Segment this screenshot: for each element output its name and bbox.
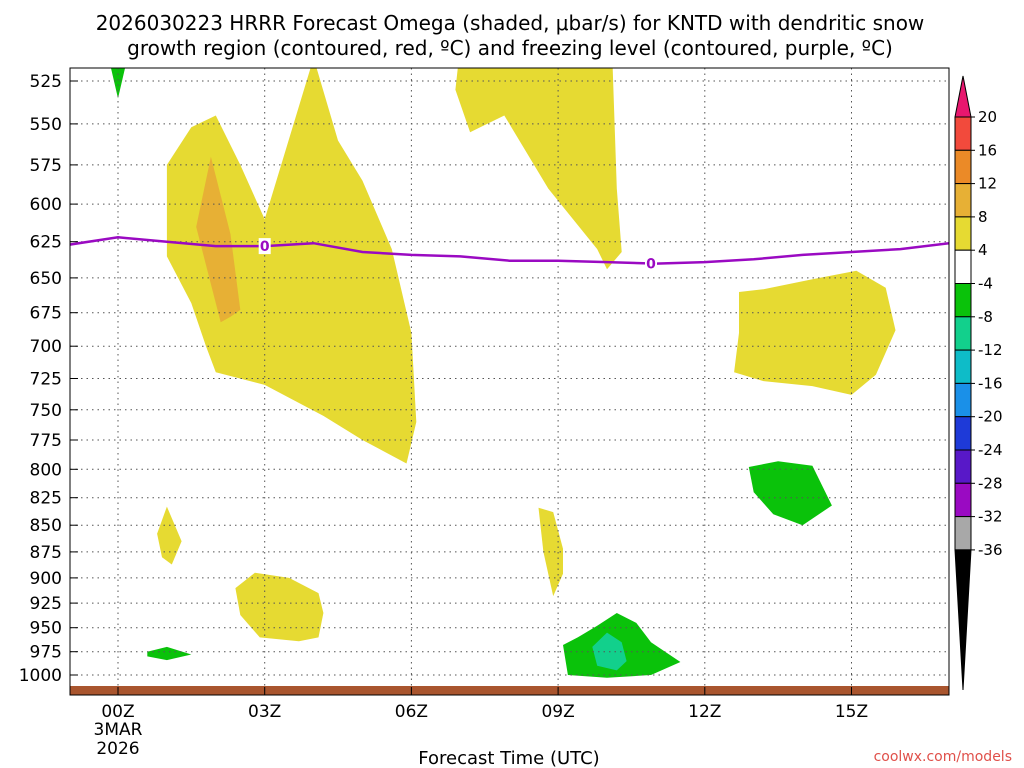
y-tick-label-600: 600 <box>30 195 62 215</box>
x-date-month: 3MAR <box>94 720 143 740</box>
omega-neg-top <box>110 68 126 99</box>
terrain-layer <box>70 686 949 695</box>
colorbar-top-triangle <box>954 75 972 118</box>
y-tick-label-825: 825 <box>30 489 62 509</box>
y-tick-label-775: 775 <box>30 431 62 451</box>
y-tick-label-975: 975 <box>30 643 62 663</box>
colorbar-label-20: 20 <box>978 108 997 126</box>
y-tick-label-550: 550 <box>30 115 62 135</box>
chart-title-line1: 2026030223 HRRR Forecast Omega (shaded, … <box>96 11 925 35</box>
y-tick-label-725: 725 <box>30 370 62 390</box>
y-tick-label-950: 950 <box>30 619 62 639</box>
x-tick-label-15Z: 15Z <box>835 702 868 722</box>
colorbar-segment-11 <box>954 482 972 518</box>
freezing-level-label-1: 0 <box>646 256 656 272</box>
freezing-label-bg-1 <box>645 255 657 272</box>
freezing-level-contour <box>70 236 949 265</box>
colorbar-label--20: -20 <box>978 408 1003 426</box>
colorbar-bottom-triangle <box>954 549 972 691</box>
omega-pos-mid <box>538 507 563 597</box>
colorbar-label--4: -4 <box>978 275 993 293</box>
x-tick-label-09Z: 09Z <box>541 702 574 722</box>
y-tick-label-750: 750 <box>30 401 62 421</box>
colorbar-segment-0 <box>954 116 972 151</box>
y-tick-label-900: 900 <box>30 569 62 589</box>
colorbar-segment-1 <box>954 149 972 185</box>
colorbar: 20 16 12 8 4 -4 -8 -12 -16 -20 -24 -28 -32 -36 <box>954 75 1003 691</box>
x-tick-label-12Z: 12Z <box>688 702 721 722</box>
x-date-year: 2026 <box>96 739 139 759</box>
y-tick-label-700: 700 <box>30 337 62 357</box>
x-axis: 00Z 03Z 06Z 09Z 12Z 15Z <box>101 687 868 722</box>
colorbar-segment-12 <box>954 516 972 551</box>
colorbar-label--36: -36 <box>978 541 1003 559</box>
y-tick-label-575: 575 <box>30 156 62 176</box>
colorbar-segment-2 <box>954 183 972 218</box>
colorbar-label-12: 12 <box>978 175 997 193</box>
omega-pos-bottom <box>235 572 324 642</box>
omega-pos-upper-left <box>166 68 417 464</box>
omega-pos-right <box>734 270 896 395</box>
y-axis: 525 550 575 600 625 650 675 700 725 750 775 800 825 8… <box>19 72 78 686</box>
colorbar-segment-9 <box>954 416 972 451</box>
dgz-contour <box>118 61 558 66</box>
y-tick-label-675: 675 <box>30 304 62 324</box>
omega-neg-right <box>748 461 832 526</box>
grid-lines <box>70 68 949 695</box>
colorbar-label--12: -12 <box>978 341 1003 359</box>
colorbar-segment-6 <box>954 316 972 351</box>
colorbar-segment-10 <box>954 449 972 484</box>
x-tick-label-03Z: 03Z <box>248 702 281 722</box>
colorbar-label-4: 4 <box>978 241 988 259</box>
x-tick-label-06Z: 06Z <box>395 702 428 722</box>
y-tick-label-1000: 1000 <box>19 666 62 686</box>
omega-regions <box>110 68 896 678</box>
omega-pos-top <box>455 68 622 270</box>
y-tick-label-850: 850 <box>30 516 62 536</box>
omega-pos-core <box>196 156 241 323</box>
contour-lines: 00 <box>70 61 949 272</box>
freezing-level-label-0: 0 <box>260 239 270 255</box>
chart-title-line2: growth region (contoured, red, ºC) and f… <box>127 36 893 60</box>
colorbar-segment-3 <box>954 216 972 251</box>
colorbar-segment-4 <box>954 249 972 284</box>
freezing-label-bg-0 <box>258 238 271 255</box>
y-tick-label-650: 650 <box>30 269 62 289</box>
plot-frame <box>69 67 950 696</box>
colorbar-segment-8 <box>954 382 972 418</box>
colorbar-label--24: -24 <box>978 441 1003 459</box>
terrain-strip <box>70 686 949 695</box>
omega-neg-low-left <box>147 646 192 661</box>
omega-pos-low-left <box>157 506 182 565</box>
y-tick-label-875: 875 <box>30 543 62 563</box>
y-tick-label-625: 625 <box>30 233 62 253</box>
colorbar-label-8: 8 <box>978 208 988 226</box>
colorbar-label--28: -28 <box>978 474 1003 492</box>
colorbar-label-16: 16 <box>978 141 997 159</box>
colorbar-label--8: -8 <box>978 308 993 326</box>
y-tick-label-925: 925 <box>30 594 62 614</box>
x-tick-label-00Z: 00Z <box>101 702 134 722</box>
colorbar-segment-7 <box>954 349 972 384</box>
colorbar-label--16: -16 <box>978 374 1003 392</box>
y-tick-label-800: 800 <box>30 460 62 480</box>
colorbar-segment-5 <box>954 283 972 318</box>
credit-text: coolwx.com/models <box>874 749 1012 765</box>
x-axis-label: Forecast Time (UTC) <box>418 748 599 768</box>
colorbar-label--32: -32 <box>978 508 1003 526</box>
y-tick-label-525: 525 <box>30 72 62 92</box>
